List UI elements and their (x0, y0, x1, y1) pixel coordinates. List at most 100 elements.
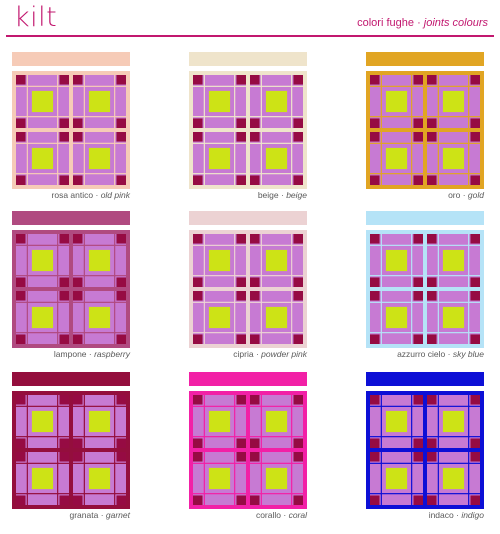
tile-corner-square (16, 334, 26, 344)
color-sample: granata · garnet (12, 372, 130, 520)
tile-inner-joint (370, 332, 423, 334)
tile-inner-joint (193, 173, 246, 175)
tile-corner-square (16, 452, 26, 462)
tile-inner-joint (370, 85, 423, 87)
tile-corner-square (470, 118, 480, 128)
tile-corner-square (59, 395, 69, 405)
tile-inner-joint (250, 332, 303, 334)
tile-corner-square (16, 234, 26, 244)
tile-corner-square (116, 438, 126, 448)
tile-corner-square (427, 75, 437, 85)
tile-corner-square (236, 438, 246, 448)
subtitle-separator: · (417, 17, 421, 29)
tile-center-square (31, 90, 54, 113)
tile-corner-square (73, 75, 83, 85)
tile-inner-joint (468, 395, 470, 448)
tile-inner-joint (26, 452, 28, 505)
color-sample: oro · gold (366, 52, 484, 200)
tile-corner-square (236, 277, 246, 287)
tile-inner-joint (250, 116, 303, 118)
tile-inner-joint (193, 142, 246, 144)
subtitle-italian: colori fughe (357, 17, 414, 29)
tile-corner-square (236, 291, 246, 301)
tile-inner-joint (411, 75, 413, 128)
header-divider (6, 35, 494, 37)
caption-separator: · (278, 190, 287, 200)
tile-inner-joint (427, 244, 480, 246)
tile-inner-joint (468, 452, 470, 505)
tile-corner-square (16, 75, 26, 85)
tile-inner-joint (411, 395, 413, 448)
color-caption: granata · garnet (0, 510, 130, 520)
tile-center-square (442, 147, 465, 170)
tile-corner-square (413, 132, 423, 142)
tile-inner-joint (16, 301, 69, 303)
tile-inner-joint (370, 116, 423, 118)
tile-inner-joint (291, 234, 293, 287)
tile-inner-joint (370, 493, 423, 495)
tile-preview (189, 230, 307, 348)
tile-inner-joint (203, 234, 205, 287)
tile-center-square (385, 306, 408, 329)
tile-corner-square (250, 175, 260, 185)
tile-inner-joint (203, 75, 205, 128)
tile-corner-square (236, 75, 246, 85)
tile-inner-joint (234, 395, 236, 448)
tile-corner-square (236, 395, 246, 405)
color-name-italian: rosa antico (51, 190, 94, 200)
tile-preview (189, 391, 307, 509)
tile-inner-joint (291, 75, 293, 128)
tile-corner-square (116, 175, 126, 185)
tile-inner-joint (380, 75, 382, 128)
tile-corner-square (427, 334, 437, 344)
tile-inner-joint (468, 75, 470, 128)
tile-corner-square (59, 438, 69, 448)
color-sample: corallo · coral (189, 372, 307, 520)
color-name-italian: oro (448, 190, 461, 200)
tile-center-square (88, 249, 111, 272)
color-caption: lampone · raspberry (0, 349, 130, 359)
tile-center-square (88, 90, 111, 113)
tile-inner-joint (234, 132, 236, 185)
tile-corner-square (59, 452, 69, 462)
tile-inner-joint (193, 116, 246, 118)
tile-inner-joint (73, 275, 126, 277)
tile-inner-joint (73, 116, 126, 118)
tile-inner-joint (437, 291, 439, 344)
tile-corner-square (413, 277, 423, 287)
tile-corner-square (413, 234, 423, 244)
tile-corner-square (116, 132, 126, 142)
tile-inner-joint (427, 275, 480, 277)
tile-corner-square (413, 452, 423, 462)
tile-corner-square (73, 438, 83, 448)
tile-inner-joint (83, 234, 85, 287)
tile-center-square (385, 90, 408, 113)
tile-inner-joint (437, 452, 439, 505)
tile-inner-joint (291, 452, 293, 505)
color-name-english: beige (286, 190, 307, 200)
tile-corner-square (413, 75, 423, 85)
tile-center-square (88, 147, 111, 170)
tile-center-square (208, 249, 231, 272)
tile-corner-square (59, 175, 69, 185)
tile-center-square (88, 467, 111, 490)
tile-center-square (265, 147, 288, 170)
color-caption: rosa antico · old pink (0, 190, 130, 200)
tile-inner-joint (114, 75, 116, 128)
tile-corner-square (427, 118, 437, 128)
tile-corner-square (193, 452, 203, 462)
tile-corner-square (193, 118, 203, 128)
tile-inner-joint (250, 244, 303, 246)
tile-corner-square (16, 132, 26, 142)
tile-inner-joint (370, 301, 423, 303)
tile-inner-joint (16, 116, 69, 118)
tile-corner-square (250, 75, 260, 85)
tile-corner-square (293, 495, 303, 505)
tile-corner-square (193, 334, 203, 344)
tile-corner-square (413, 175, 423, 185)
tile-corner-square (293, 334, 303, 344)
caption-separator: · (445, 349, 453, 359)
tile-inner-joint (250, 301, 303, 303)
tile-inner-joint (427, 405, 480, 407)
tile-inner-joint (437, 132, 439, 185)
